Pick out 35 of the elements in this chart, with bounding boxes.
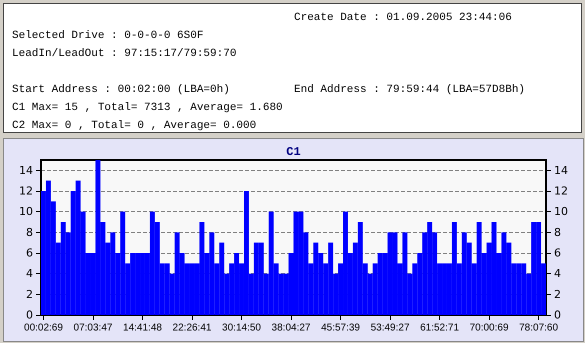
y-tick-label: 2 — [26, 288, 33, 301]
x-tick-label: 22:26:41 — [172, 322, 212, 334]
y2-tick-label: 0 — [554, 308, 561, 322]
x-tick-label: 00:02:69 — [24, 322, 64, 334]
x-tick-label: 14:41:48 — [123, 322, 162, 334]
x-tick-label: 07:03:47 — [74, 322, 113, 334]
text: End Address : 79:59:44 (LBA=57D8Bh) — [294, 84, 526, 96]
y2-tick-label: 12 — [554, 184, 568, 198]
text: Create Date : 01.09.2005 23:44:06 — [294, 12, 512, 24]
text: Start Address : 00:02:00 (LBA=0h) — [12, 84, 230, 96]
y-tick-label: 10 — [19, 205, 33, 218]
text: Selected Drive : 0-0-0-0 6S0F — [12, 30, 204, 42]
x-tick-label: 45:57:39 — [321, 322, 360, 334]
x-tick-label: 53:49:27 — [370, 322, 410, 334]
text: C1 Max= 15 , Total= 7313 , Average= 1.680 — [12, 102, 283, 114]
y2-tick-label: 6 — [554, 246, 561, 260]
x-tick-label: 70:00:69 — [470, 322, 509, 334]
x-tick-label: 61:52:71 — [420, 322, 460, 334]
text: C2 Max= 0 , Total= 0 , Average= 0.000 — [12, 120, 256, 132]
x-tick-label: 78:07:60 — [519, 322, 558, 334]
y-tick-label: 14 — [19, 164, 33, 177]
y2-tick-label: 4 — [554, 267, 561, 280]
y-tick-label: 6 — [26, 246, 33, 260]
y-tick-label: 4 — [26, 267, 33, 280]
y-tick-label: 8 — [26, 226, 33, 239]
y-tick-label: 12 — [19, 184, 33, 198]
y2-tick-label: 14 — [554, 164, 568, 177]
y2-tick-label: 2 — [554, 288, 561, 301]
y2-tick-label: 10 — [554, 205, 568, 218]
y2-tick-label: 8 — [554, 226, 561, 239]
x-tick-label: 38:04:27 — [272, 322, 311, 334]
x-tick-label: 30:14:50 — [222, 322, 262, 334]
text: LeadIn/LeadOut : 97:15:17/79:59:70 — [12, 48, 236, 60]
y-tick-label: 0 — [26, 308, 33, 322]
chart-title: C1 — [286, 145, 301, 159]
